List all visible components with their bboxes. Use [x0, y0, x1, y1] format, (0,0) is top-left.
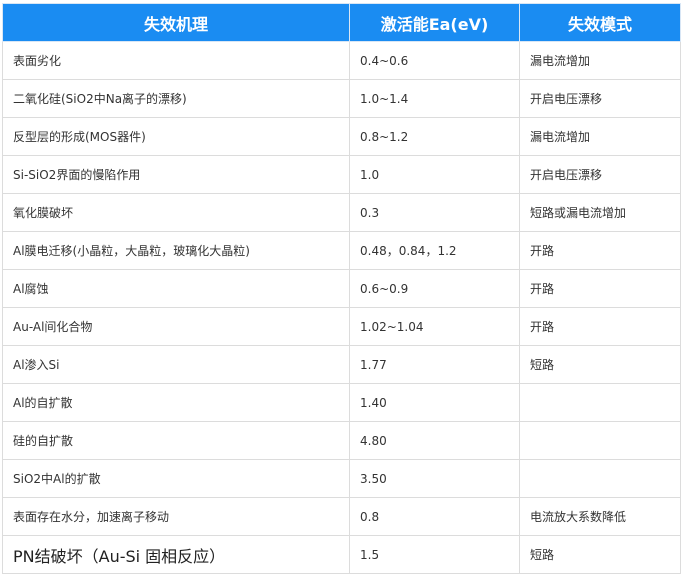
table-row: 硅的自扩散 4.80	[2, 421, 681, 460]
cell-failure-mode	[519, 383, 681, 422]
table-row: 表面劣化 0.4~0.6 漏电流增加	[2, 41, 681, 80]
header-row: 失效机理 激活能Ea(eV) 失效模式	[2, 3, 681, 42]
cell-activation-energy: 0.3	[349, 193, 520, 232]
table-row: Si-SiO2界面的慢陷作用 1.0 开启电压漂移	[2, 155, 681, 194]
cell-mechanism: 二氧化硅(SiO2中Na离子的漂移)	[2, 79, 350, 118]
cell-activation-energy: 1.0~1.4	[349, 79, 520, 118]
cell-failure-mode: 开路	[519, 231, 681, 270]
table-row: Al膜电迁移(小晶粒，大晶粒，玻璃化大晶粒) 0.48，0.84，1.2 开路	[2, 231, 681, 270]
cell-failure-mode: 开启电压漂移	[519, 155, 681, 194]
cell-activation-energy: 3.50	[349, 459, 520, 498]
cell-mechanism: 表面劣化	[2, 41, 350, 80]
cell-mechanism: 表面存在水分，加速离子移动	[2, 497, 350, 536]
table-row: Al渗入Si 1.77 短路	[2, 345, 681, 384]
cell-failure-mode	[519, 421, 681, 460]
cell-failure-mode: 短路或漏电流增加	[519, 193, 681, 232]
cell-activation-energy: 0.8~1.2	[349, 117, 520, 156]
table-row: PN结破坏（Au-Si 固相反应） 1.5 短路	[2, 535, 681, 574]
cell-failure-mode: 电流放大系数降低	[519, 497, 681, 536]
cell-mechanism: SiO2中Al的扩散	[2, 459, 350, 498]
cell-mechanism: Al膜电迁移(小晶粒，大晶粒，玻璃化大晶粒)	[2, 231, 350, 270]
cell-mechanism: Al的自扩散	[2, 383, 350, 422]
cell-activation-energy: 0.6~0.9	[349, 269, 520, 308]
cell-activation-energy: 1.02~1.04	[349, 307, 520, 346]
failure-mechanism-table: 失效机理 激活能Ea(eV) 失效模式 表面劣化 0.4~0.6 漏电流增加 二氧化硅…	[2, 3, 681, 574]
table-row: Al的自扩散 1.40	[2, 383, 681, 422]
cell-activation-energy: 0.4~0.6	[349, 41, 520, 80]
cell-mechanism: Au-Al间化合物	[2, 307, 350, 346]
table-row: 表面存在水分，加速离子移动 0.8 电流放大系数降低	[2, 497, 681, 536]
cell-failure-mode: 漏电流增加	[519, 41, 681, 80]
cell-mechanism: Al腐蚀	[2, 269, 350, 308]
table-row: Au-Al间化合物 1.02~1.04 开路	[2, 307, 681, 346]
cell-mechanism: Al渗入Si	[2, 345, 350, 384]
cell-failure-mode: 漏电流增加	[519, 117, 681, 156]
cell-mechanism: Si-SiO2界面的慢陷作用	[2, 155, 350, 194]
table-row: SiO2中Al的扩散 3.50	[2, 459, 681, 498]
cell-mechanism: 氧化膜破坏	[2, 193, 350, 232]
cell-activation-energy: 1.0	[349, 155, 520, 194]
cell-activation-energy: 1.77	[349, 345, 520, 384]
cell-activation-energy: 0.48，0.84，1.2	[349, 231, 520, 270]
table-row: 反型层的形成(MOS器件) 0.8~1.2 漏电流增加	[2, 117, 681, 156]
cell-activation-energy: 0.8	[349, 497, 520, 536]
table-row: 二氧化硅(SiO2中Na离子的漂移) 1.0~1.4 开启电压漂移	[2, 79, 681, 118]
cell-activation-energy: 1.5	[349, 535, 520, 574]
cell-activation-energy: 4.80	[349, 421, 520, 460]
table-row: Al腐蚀 0.6~0.9 开路	[2, 269, 681, 308]
header-mechanism: 失效机理	[2, 3, 350, 42]
header-failure-mode: 失效模式	[519, 3, 681, 42]
cell-activation-energy: 1.40	[349, 383, 520, 422]
cell-mechanism: 硅的自扩散	[2, 421, 350, 460]
cell-failure-mode: 开路	[519, 269, 681, 308]
cell-failure-mode: 开启电压漂移	[519, 79, 681, 118]
cell-failure-mode: 短路	[519, 535, 681, 574]
cell-mechanism: PN结破坏（Au-Si 固相反应）	[2, 535, 350, 574]
header-activation-energy: 激活能Ea(eV)	[349, 3, 520, 42]
cell-mechanism: 反型层的形成(MOS器件)	[2, 117, 350, 156]
cell-failure-mode: 短路	[519, 345, 681, 384]
cell-failure-mode	[519, 459, 681, 498]
cell-failure-mode: 开路	[519, 307, 681, 346]
table-row: 氧化膜破坏 0.3 短路或漏电流增加	[2, 193, 681, 232]
